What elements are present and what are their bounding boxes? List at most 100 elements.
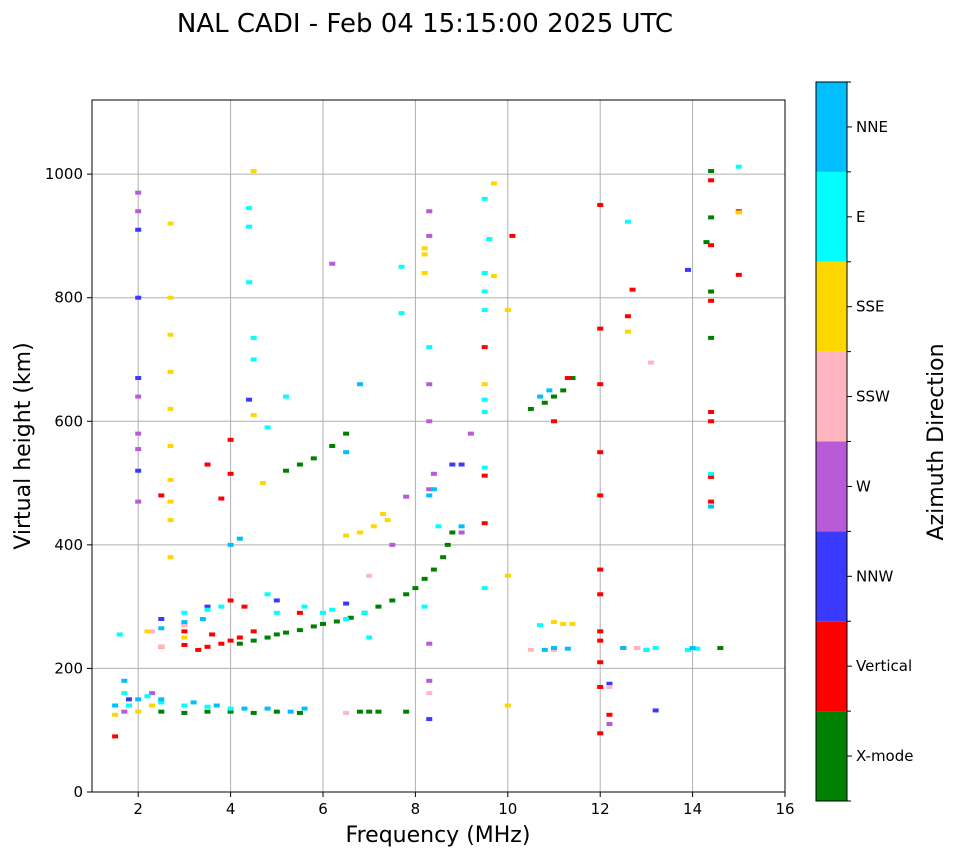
data-point bbox=[560, 621, 567, 626]
data-point bbox=[597, 629, 604, 634]
data-point bbox=[250, 710, 257, 715]
data-point bbox=[343, 450, 350, 455]
colorbar: X-mode Vertical NNW W SSW SSE E NNE bbox=[815, 81, 913, 802]
data-point bbox=[597, 660, 604, 665]
data-point bbox=[384, 518, 391, 523]
data-point bbox=[149, 691, 156, 696]
data-point bbox=[606, 722, 613, 727]
data-point bbox=[444, 542, 451, 547]
data-point bbox=[403, 592, 410, 597]
data-point bbox=[181, 623, 188, 628]
data-point bbox=[708, 178, 715, 183]
data-point bbox=[181, 642, 188, 647]
data-point bbox=[121, 691, 128, 696]
colorbar-frame bbox=[815, 81, 848, 802]
colorbar-tick-label: W bbox=[856, 477, 871, 495]
colorbar-tick-label: NNW bbox=[856, 567, 893, 585]
data-point bbox=[259, 481, 266, 486]
chart-title: NAL CADI - Feb 04 15:15:00 2025 UTC bbox=[177, 9, 673, 39]
data-point bbox=[158, 697, 165, 702]
data-point bbox=[467, 431, 474, 436]
data-point bbox=[218, 496, 225, 501]
data-point bbox=[356, 709, 363, 714]
data-point bbox=[167, 499, 174, 504]
data-point bbox=[343, 431, 350, 436]
data-point bbox=[449, 530, 456, 535]
colorbar-tick-label: X-mode bbox=[856, 747, 913, 765]
data-point bbox=[135, 376, 142, 381]
data-point bbox=[426, 233, 433, 238]
data-point bbox=[366, 635, 373, 640]
colorbar-tick-label: E bbox=[856, 208, 865, 226]
data-point bbox=[708, 471, 715, 476]
data-point bbox=[597, 638, 604, 643]
data-point bbox=[227, 706, 234, 711]
data-point bbox=[551, 419, 557, 424]
x-tick-label: 12 bbox=[591, 800, 610, 818]
data-point bbox=[250, 335, 257, 340]
data-point bbox=[218, 641, 225, 646]
data-point bbox=[218, 604, 225, 609]
data-point bbox=[241, 604, 248, 609]
data-point bbox=[181, 610, 188, 615]
data-point bbox=[250, 638, 257, 643]
data-point bbox=[227, 471, 234, 476]
data-point bbox=[398, 264, 405, 269]
colorbar-segment bbox=[816, 82, 847, 172]
data-point bbox=[112, 703, 119, 708]
data-point bbox=[236, 641, 243, 646]
data-point bbox=[481, 473, 488, 478]
data-point bbox=[546, 388, 553, 393]
y-axis-label: Virtual height (km) bbox=[11, 342, 36, 549]
data-point bbox=[329, 261, 336, 266]
data-point bbox=[356, 530, 363, 535]
data-point bbox=[310, 624, 317, 629]
data-point bbox=[347, 615, 354, 620]
data-point bbox=[204, 709, 211, 714]
data-point bbox=[426, 717, 433, 722]
data-point bbox=[597, 493, 604, 498]
data-point bbox=[246, 224, 253, 229]
data-point bbox=[167, 555, 174, 560]
data-point bbox=[735, 164, 742, 169]
data-point bbox=[703, 240, 710, 245]
data-point bbox=[426, 487, 433, 492]
data-point bbox=[250, 357, 257, 362]
data-point bbox=[250, 629, 257, 634]
data-point bbox=[181, 710, 188, 715]
data-point bbox=[398, 311, 405, 316]
data-point bbox=[569, 621, 576, 626]
data-point bbox=[236, 536, 243, 541]
data-point bbox=[301, 604, 308, 609]
data-point bbox=[597, 382, 604, 387]
data-point bbox=[537, 623, 544, 628]
data-point bbox=[264, 635, 271, 640]
data-point bbox=[389, 598, 396, 603]
data-point bbox=[135, 227, 142, 232]
data-point bbox=[551, 394, 557, 399]
data-point bbox=[296, 610, 303, 615]
data-point bbox=[708, 298, 715, 303]
data-point bbox=[181, 703, 188, 708]
data-point bbox=[250, 413, 257, 418]
colorbar-tick-label: SSE bbox=[856, 298, 885, 316]
data-point bbox=[597, 326, 604, 331]
data-point bbox=[597, 567, 604, 572]
data-point bbox=[504, 308, 511, 313]
x-tick-label: 6 bbox=[318, 800, 328, 818]
data-point bbox=[366, 573, 373, 578]
colorbar-tick-label: Vertical bbox=[856, 657, 912, 675]
data-point bbox=[370, 524, 377, 529]
data-point bbox=[135, 209, 142, 214]
data-point bbox=[264, 592, 271, 597]
data-point bbox=[481, 410, 488, 415]
colorbar-segment bbox=[816, 711, 847, 801]
data-point bbox=[190, 700, 197, 705]
data-point bbox=[283, 630, 290, 635]
data-point bbox=[426, 419, 433, 424]
data-point bbox=[158, 644, 165, 649]
data-point bbox=[167, 369, 174, 374]
data-point bbox=[227, 638, 234, 643]
colorbar-segment bbox=[816, 261, 847, 352]
